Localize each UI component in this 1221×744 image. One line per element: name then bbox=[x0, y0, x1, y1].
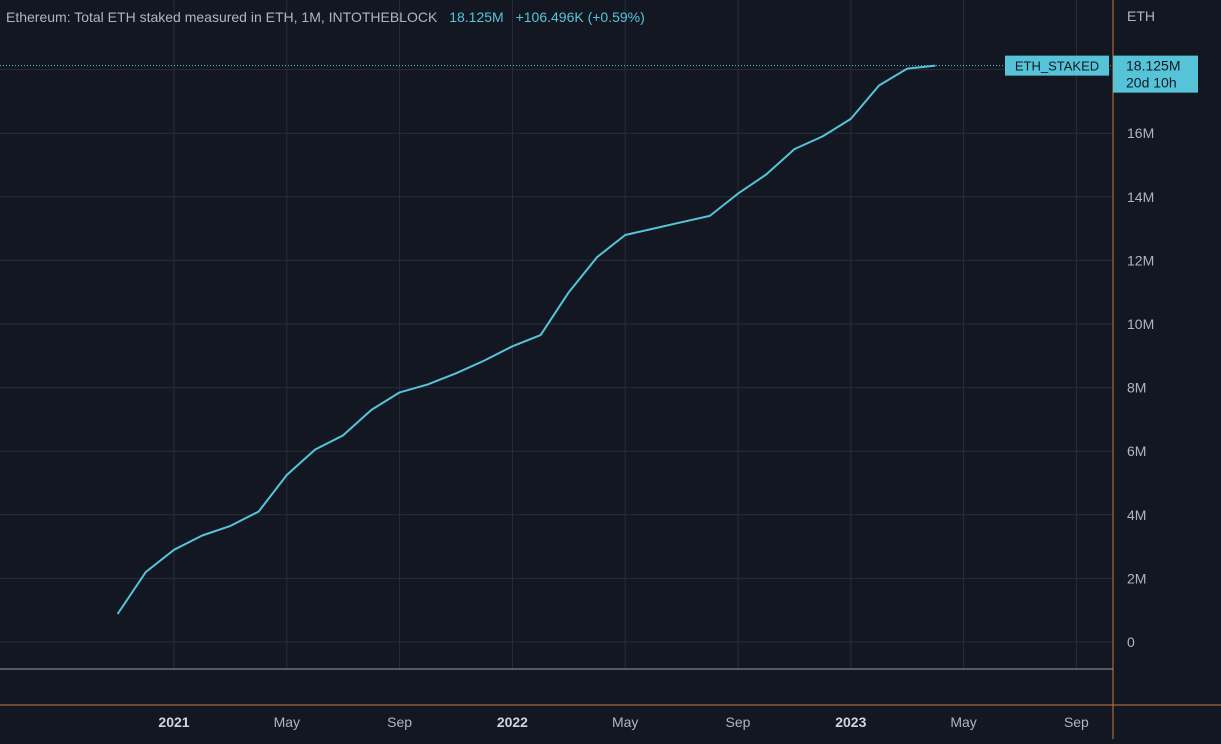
y-tick-label: 4M bbox=[1127, 507, 1146, 523]
series-group bbox=[0, 64, 1113, 615]
price-badge bbox=[1113, 55, 1198, 93]
legend-change: +106.496K (+0.59%) bbox=[515, 9, 645, 25]
x-tick-label: 2023 bbox=[835, 714, 866, 730]
y-tick-label: 16M bbox=[1127, 125, 1154, 141]
legend-last-value: 18.125M bbox=[449, 9, 504, 25]
x-tick-label: Sep bbox=[1064, 714, 1089, 730]
chart-title: Ethereum: Total ETH staked measured in E… bbox=[6, 9, 438, 25]
series-name-badge bbox=[1005, 55, 1109, 76]
y-axis-labels: ETH 0 2M 4M 6M 8M 10M 12M 14M 16M bbox=[1127, 8, 1155, 650]
series-name-label: ETH_STAKED bbox=[1015, 59, 1099, 74]
price-badge-countdown: 20d 10h bbox=[1126, 75, 1177, 91]
y-tick-label: 6M bbox=[1127, 443, 1146, 459]
x-tick-label: 2022 bbox=[497, 714, 528, 730]
y-tick-label: 2M bbox=[1127, 570, 1146, 586]
price-badge-value: 18.125M bbox=[1126, 58, 1180, 74]
chart-legend: Ethereum: Total ETH staked measured in E… bbox=[6, 9, 645, 25]
y-tick-label: 8M bbox=[1127, 380, 1146, 396]
series-line-eth-staked[interactable] bbox=[116, 64, 936, 615]
y-tick-label: 12M bbox=[1127, 252, 1154, 268]
x-tick-label: Sep bbox=[726, 714, 751, 730]
x-tick-label: 2021 bbox=[158, 714, 189, 730]
x-tick-label: Sep bbox=[387, 714, 412, 730]
y-axis-unit: ETH bbox=[1127, 8, 1155, 24]
y-tick-label: 10M bbox=[1127, 316, 1154, 332]
x-tick-label: May bbox=[612, 714, 638, 730]
gridlines bbox=[0, 0, 1113, 669]
y-tick-label: 0 bbox=[1127, 634, 1135, 650]
y-tick-label: 14M bbox=[1127, 189, 1154, 205]
x-axis-labels: 2021 May Sep 2022 May Sep 2023 May Sep bbox=[158, 714, 1089, 730]
x-tick-label: May bbox=[274, 714, 300, 730]
x-tick-label: May bbox=[950, 714, 976, 730]
